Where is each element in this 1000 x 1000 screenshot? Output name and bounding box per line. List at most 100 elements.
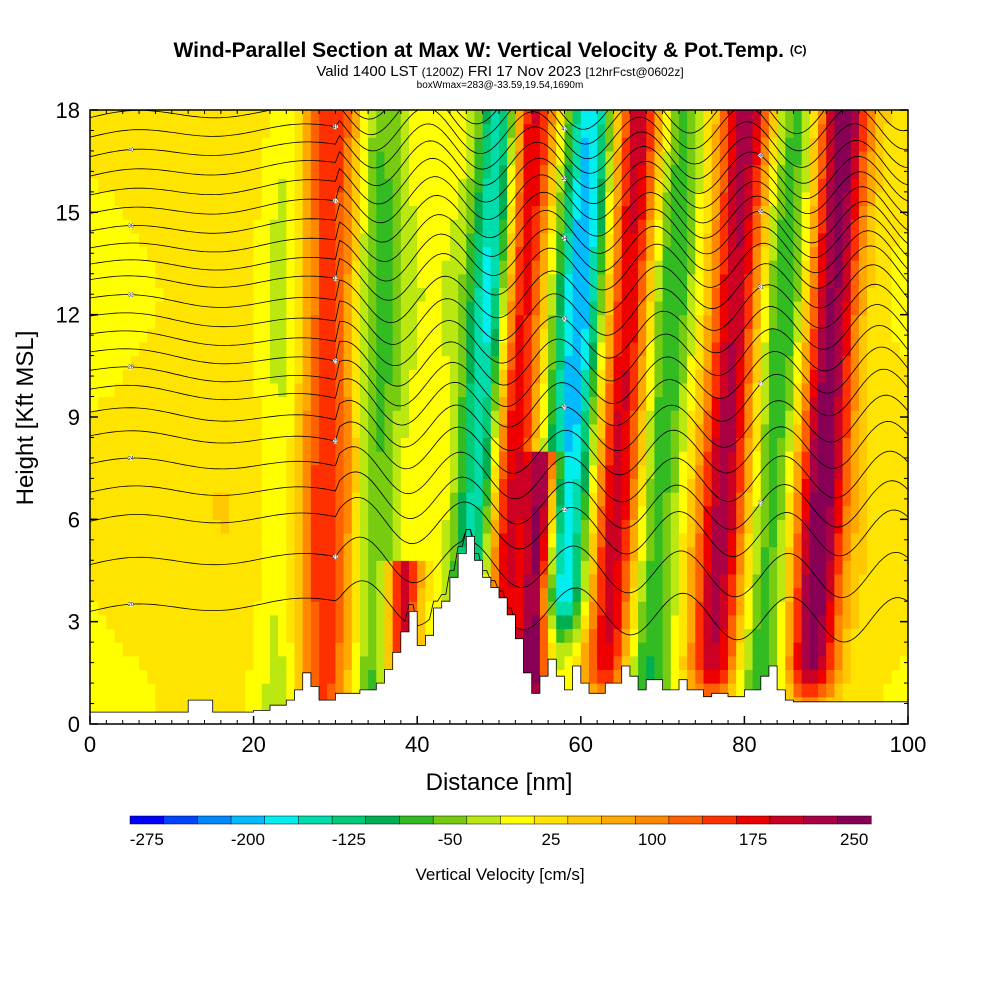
velocity-cell bbox=[744, 110, 754, 125]
velocity-cell bbox=[858, 560, 868, 575]
velocity-cell bbox=[793, 219, 803, 234]
velocity-cell bbox=[621, 587, 631, 602]
velocity-cell bbox=[392, 587, 402, 602]
velocity-cell bbox=[703, 642, 713, 657]
velocity-cell bbox=[826, 464, 835, 479]
velocity-cell bbox=[662, 123, 672, 138]
velocity-cell bbox=[392, 246, 402, 261]
velocity-cell bbox=[646, 396, 656, 411]
velocity-cell bbox=[662, 396, 672, 411]
velocity-cell bbox=[130, 560, 140, 575]
velocity-cell bbox=[245, 273, 255, 288]
velocity-cell bbox=[834, 382, 844, 398]
velocity-cell bbox=[809, 232, 819, 248]
velocity-cell bbox=[122, 696, 132, 711]
velocity-cell bbox=[670, 519, 680, 534]
velocity-cell bbox=[433, 178, 443, 193]
velocity-cell bbox=[245, 110, 255, 125]
velocity-cell bbox=[638, 219, 647, 234]
velocity-cell bbox=[384, 260, 394, 275]
velocity-cell bbox=[883, 642, 893, 657]
velocity-cell bbox=[597, 423, 606, 439]
velocity-cell bbox=[809, 205, 819, 220]
velocity-cell bbox=[564, 601, 574, 616]
velocity-cell bbox=[220, 260, 230, 275]
velocity-cell bbox=[605, 532, 615, 548]
velocity-cell bbox=[253, 219, 263, 234]
velocity-cell bbox=[294, 260, 304, 275]
velocity-cell bbox=[466, 355, 476, 370]
velocity-cell bbox=[302, 137, 312, 152]
velocity-cell bbox=[785, 492, 795, 507]
velocity-cell bbox=[629, 205, 639, 220]
velocity-cell bbox=[678, 260, 688, 275]
velocity-cell bbox=[310, 341, 320, 357]
velocity-cell bbox=[171, 260, 181, 275]
velocity-cell bbox=[474, 287, 484, 302]
velocity-cell bbox=[237, 301, 247, 316]
velocity-cell bbox=[875, 642, 885, 657]
velocity-cell bbox=[278, 164, 287, 179]
velocity-cell bbox=[278, 178, 287, 193]
velocity-cell bbox=[621, 341, 631, 357]
velocity-cell bbox=[507, 219, 516, 234]
velocity-cell bbox=[122, 505, 132, 520]
colorbar-swatch bbox=[298, 815, 333, 825]
velocity-cell bbox=[368, 410, 377, 425]
velocity-cell bbox=[163, 423, 173, 439]
velocity-cell bbox=[433, 560, 443, 575]
velocity-cell bbox=[613, 423, 623, 439]
velocity-cell bbox=[580, 301, 590, 316]
velocity-cell bbox=[687, 205, 696, 220]
velocity-cell bbox=[744, 587, 754, 602]
velocity-cell bbox=[196, 546, 206, 561]
velocity-cell bbox=[147, 546, 157, 561]
velocity-cell bbox=[499, 437, 508, 452]
velocity-cell bbox=[793, 478, 803, 493]
theta-contour-label-bg bbox=[561, 404, 568, 410]
velocity-cell bbox=[728, 382, 737, 398]
velocity-cell bbox=[220, 587, 230, 602]
velocity-cell bbox=[597, 341, 606, 357]
colorbar-tick-label: -200 bbox=[231, 830, 265, 849]
velocity-cell bbox=[368, 260, 377, 275]
velocity-cell bbox=[163, 683, 173, 698]
velocity-cell bbox=[875, 260, 885, 275]
velocity-cell bbox=[179, 164, 189, 179]
velocity-cell bbox=[98, 110, 107, 125]
velocity-cell bbox=[122, 205, 132, 220]
velocity-cell bbox=[155, 601, 165, 616]
velocity-cell bbox=[147, 246, 157, 261]
velocity-cell bbox=[163, 642, 173, 657]
velocity-cell bbox=[294, 328, 304, 343]
velocity-cell bbox=[188, 560, 197, 575]
velocity-cell bbox=[294, 123, 304, 138]
velocity-cell bbox=[638, 587, 647, 602]
velocity-cell bbox=[662, 614, 672, 630]
velocity-cell bbox=[875, 341, 885, 357]
velocity-cell bbox=[646, 587, 656, 602]
theta-contour-label-bg bbox=[332, 124, 338, 130]
velocity-cell bbox=[613, 642, 623, 657]
velocity-cell bbox=[670, 123, 680, 138]
velocity-cell bbox=[670, 273, 680, 288]
velocity-cell bbox=[605, 614, 615, 630]
velocity-cell bbox=[253, 369, 263, 384]
velocity-cell bbox=[245, 683, 255, 698]
velocity-cell bbox=[629, 464, 639, 479]
velocity-cell bbox=[752, 219, 762, 234]
velocity-cell bbox=[237, 696, 247, 711]
velocity-cell bbox=[826, 492, 835, 507]
velocity-cell bbox=[678, 464, 688, 479]
velocity-cell bbox=[899, 587, 908, 602]
velocity-cell bbox=[654, 246, 664, 261]
velocity-cell bbox=[220, 655, 230, 671]
velocity-cell bbox=[130, 164, 140, 179]
theta-contour-label: 34 bbox=[562, 236, 568, 242]
colorbar-swatch bbox=[230, 815, 266, 825]
velocity-cell bbox=[409, 478, 418, 493]
velocity-cell bbox=[777, 287, 786, 302]
velocity-cell bbox=[556, 150, 566, 166]
velocity-cell bbox=[409, 123, 418, 138]
velocity-cell bbox=[400, 287, 410, 302]
